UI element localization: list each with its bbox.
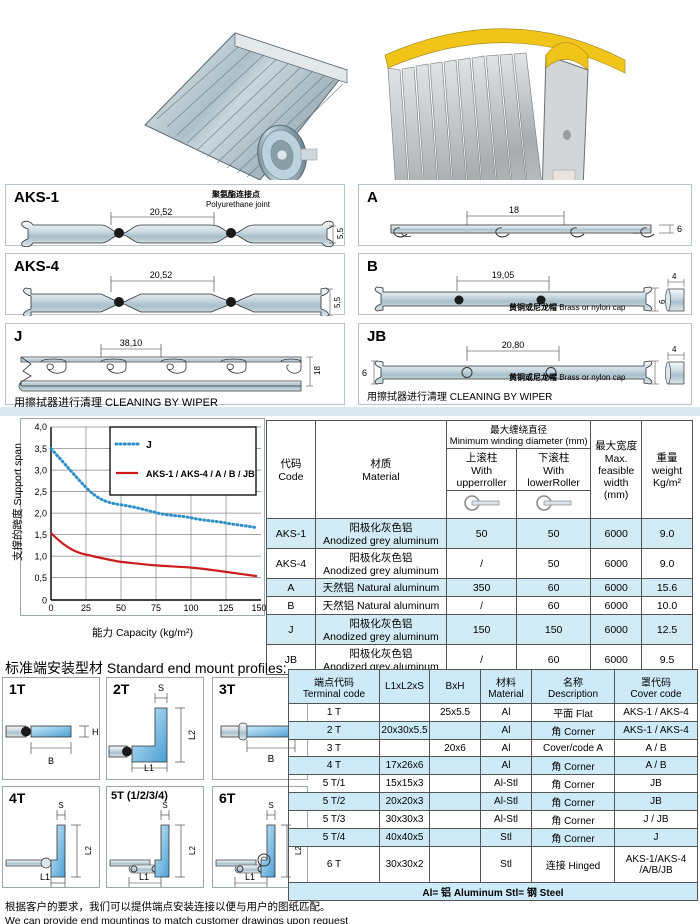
svg-text:4,0: 4,0 (34, 422, 47, 432)
svg-text:AKS-1 / AKS-4 / A / B / JB: AKS-1 / AKS-4 / A / B / JB (146, 469, 255, 479)
svg-text:Polyurethane joint: Polyurethane joint (206, 200, 271, 209)
svg-text:25: 25 (81, 603, 91, 613)
svg-text:150: 150 (251, 603, 266, 613)
svg-text:B: B (48, 756, 54, 766)
svg-text:B: B (268, 754, 275, 765)
svg-text:J: J (146, 439, 152, 451)
svg-text:4: 4 (672, 272, 677, 281)
svg-text:L2: L2 (84, 846, 93, 855)
svg-text:6: 6 (362, 368, 367, 378)
svg-text:1,0: 1,0 (34, 552, 47, 562)
svg-text:0,5: 0,5 (34, 573, 47, 583)
svg-text:6: 6 (677, 224, 682, 234)
svg-text:20,52: 20,52 (150, 207, 173, 217)
svg-text:75: 75 (151, 603, 161, 613)
svg-text:1,5: 1,5 (34, 530, 47, 540)
svg-text:5,5: 5,5 (336, 227, 345, 239)
svg-text:2,0: 2,0 (34, 509, 47, 519)
svg-text:20,80: 20,80 (502, 340, 525, 350)
svg-text:125: 125 (218, 603, 233, 613)
svg-text:S: S (268, 801, 273, 810)
svg-text:S: S (158, 683, 164, 693)
svg-text:L2: L2 (188, 846, 197, 855)
svg-text:20,52: 20,52 (150, 270, 173, 280)
svg-text:4: 4 (672, 345, 677, 354)
svg-text:S: S (58, 801, 63, 810)
svg-text:0: 0 (42, 596, 47, 606)
svg-text:3,0: 3,0 (34, 466, 47, 476)
svg-text:L2: L2 (187, 730, 197, 740)
svg-text:聚氨酯连接点: 聚氨酯连接点 (211, 189, 260, 199)
svg-text:5,5: 5,5 (333, 296, 342, 308)
svg-text:19,05: 19,05 (492, 270, 515, 280)
svg-text:H: H (92, 727, 99, 737)
svg-text:100: 100 (183, 603, 198, 613)
svg-text:2,5: 2,5 (34, 487, 47, 497)
svg-text:18: 18 (509, 205, 519, 215)
svg-text:3,5: 3,5 (34, 444, 47, 454)
svg-text:50: 50 (116, 603, 126, 613)
svg-text:0: 0 (48, 603, 53, 613)
svg-text:18: 18 (313, 366, 322, 375)
svg-text:38,10: 38,10 (120, 338, 143, 348)
svg-text:S: S (162, 801, 167, 810)
